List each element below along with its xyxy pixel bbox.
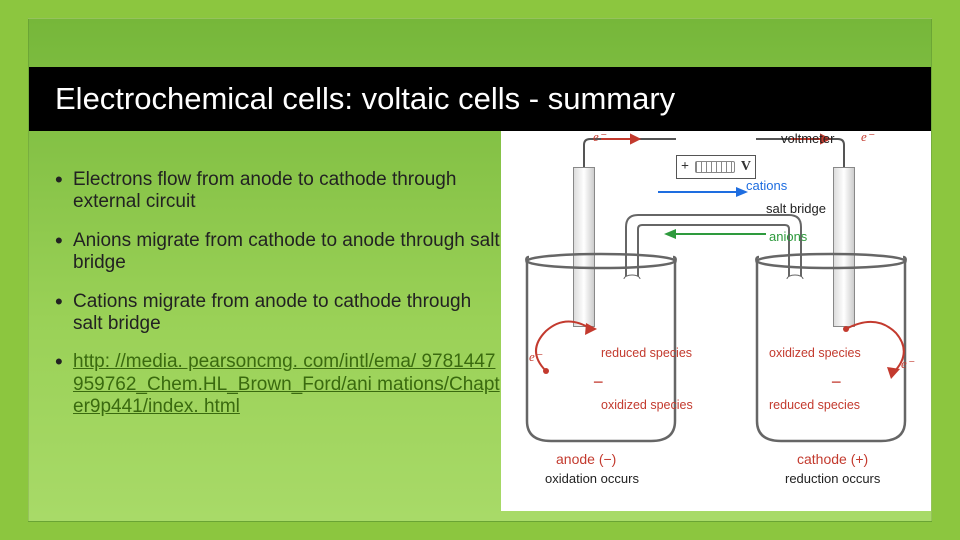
bullet-item: Cations migrate from anode to cathode th…: [55, 291, 505, 336]
anion-arrow-icon: [656, 227, 776, 241]
bullet-list: Electrons flow from anode to cathode thr…: [55, 169, 505, 435]
electron-label: e⁻: [529, 349, 542, 365]
anode-label: anode (−): [556, 451, 616, 467]
left-oxidized-label: oxidized species: [601, 399, 693, 413]
bullet-text: Cations migrate from anode to cathode th…: [73, 291, 471, 334]
source-link[interactable]: http: //media. pearsoncmg. com/intl/ema/…: [73, 351, 500, 417]
slide-title: Electrochemical cells: voltaic cells - s…: [29, 81, 675, 117]
bullet-item: http: //media. pearsoncmg. com/intl/ema/…: [55, 351, 505, 418]
right-reduced-label: reduced species: [769, 399, 860, 413]
bullet-item: Anions migrate from cathode to anode thr…: [55, 230, 505, 275]
minus-icon: −: [593, 373, 604, 393]
cations-label: cations: [746, 178, 787, 193]
electron-label: e⁻: [593, 129, 606, 145]
anions-label: anions: [769, 229, 807, 244]
left-reduced-label: reduced species: [601, 347, 692, 361]
title-bar: Electrochemical cells: voltaic cells - s…: [29, 67, 931, 131]
voltmeter-v: V: [741, 159, 751, 175]
electron-label: e⁻: [901, 356, 914, 372]
electron-label: e⁻: [861, 129, 874, 145]
cathode-label: cathode (+): [797, 451, 868, 467]
bullet-item: Electrons flow from anode to cathode thr…: [55, 169, 505, 214]
voltmeter-plus: +: [681, 159, 689, 175]
bullet-text: Electrons flow from anode to cathode thr…: [73, 169, 456, 212]
right-oxidized-label: oxidized species: [769, 347, 861, 361]
slide: Electrochemical cells: voltaic cells - s…: [28, 18, 932, 522]
minus-icon: −: [831, 373, 842, 393]
oxidation-label: oxidation occurs: [545, 471, 639, 486]
voltaic-cell-diagram: e⁻ e⁻ voltmeter + V salt bridge cations: [501, 131, 931, 511]
reduction-label: reduction occurs: [785, 471, 880, 486]
voltmeter-icon: + V: [676, 155, 756, 179]
voltmeter-label: voltmeter: [781, 131, 834, 146]
salt-bridge-label: salt bridge: [766, 201, 826, 216]
voltmeter-dial-icon: [695, 161, 735, 173]
bullet-text: Anions migrate from cathode to anode thr…: [73, 230, 500, 273]
